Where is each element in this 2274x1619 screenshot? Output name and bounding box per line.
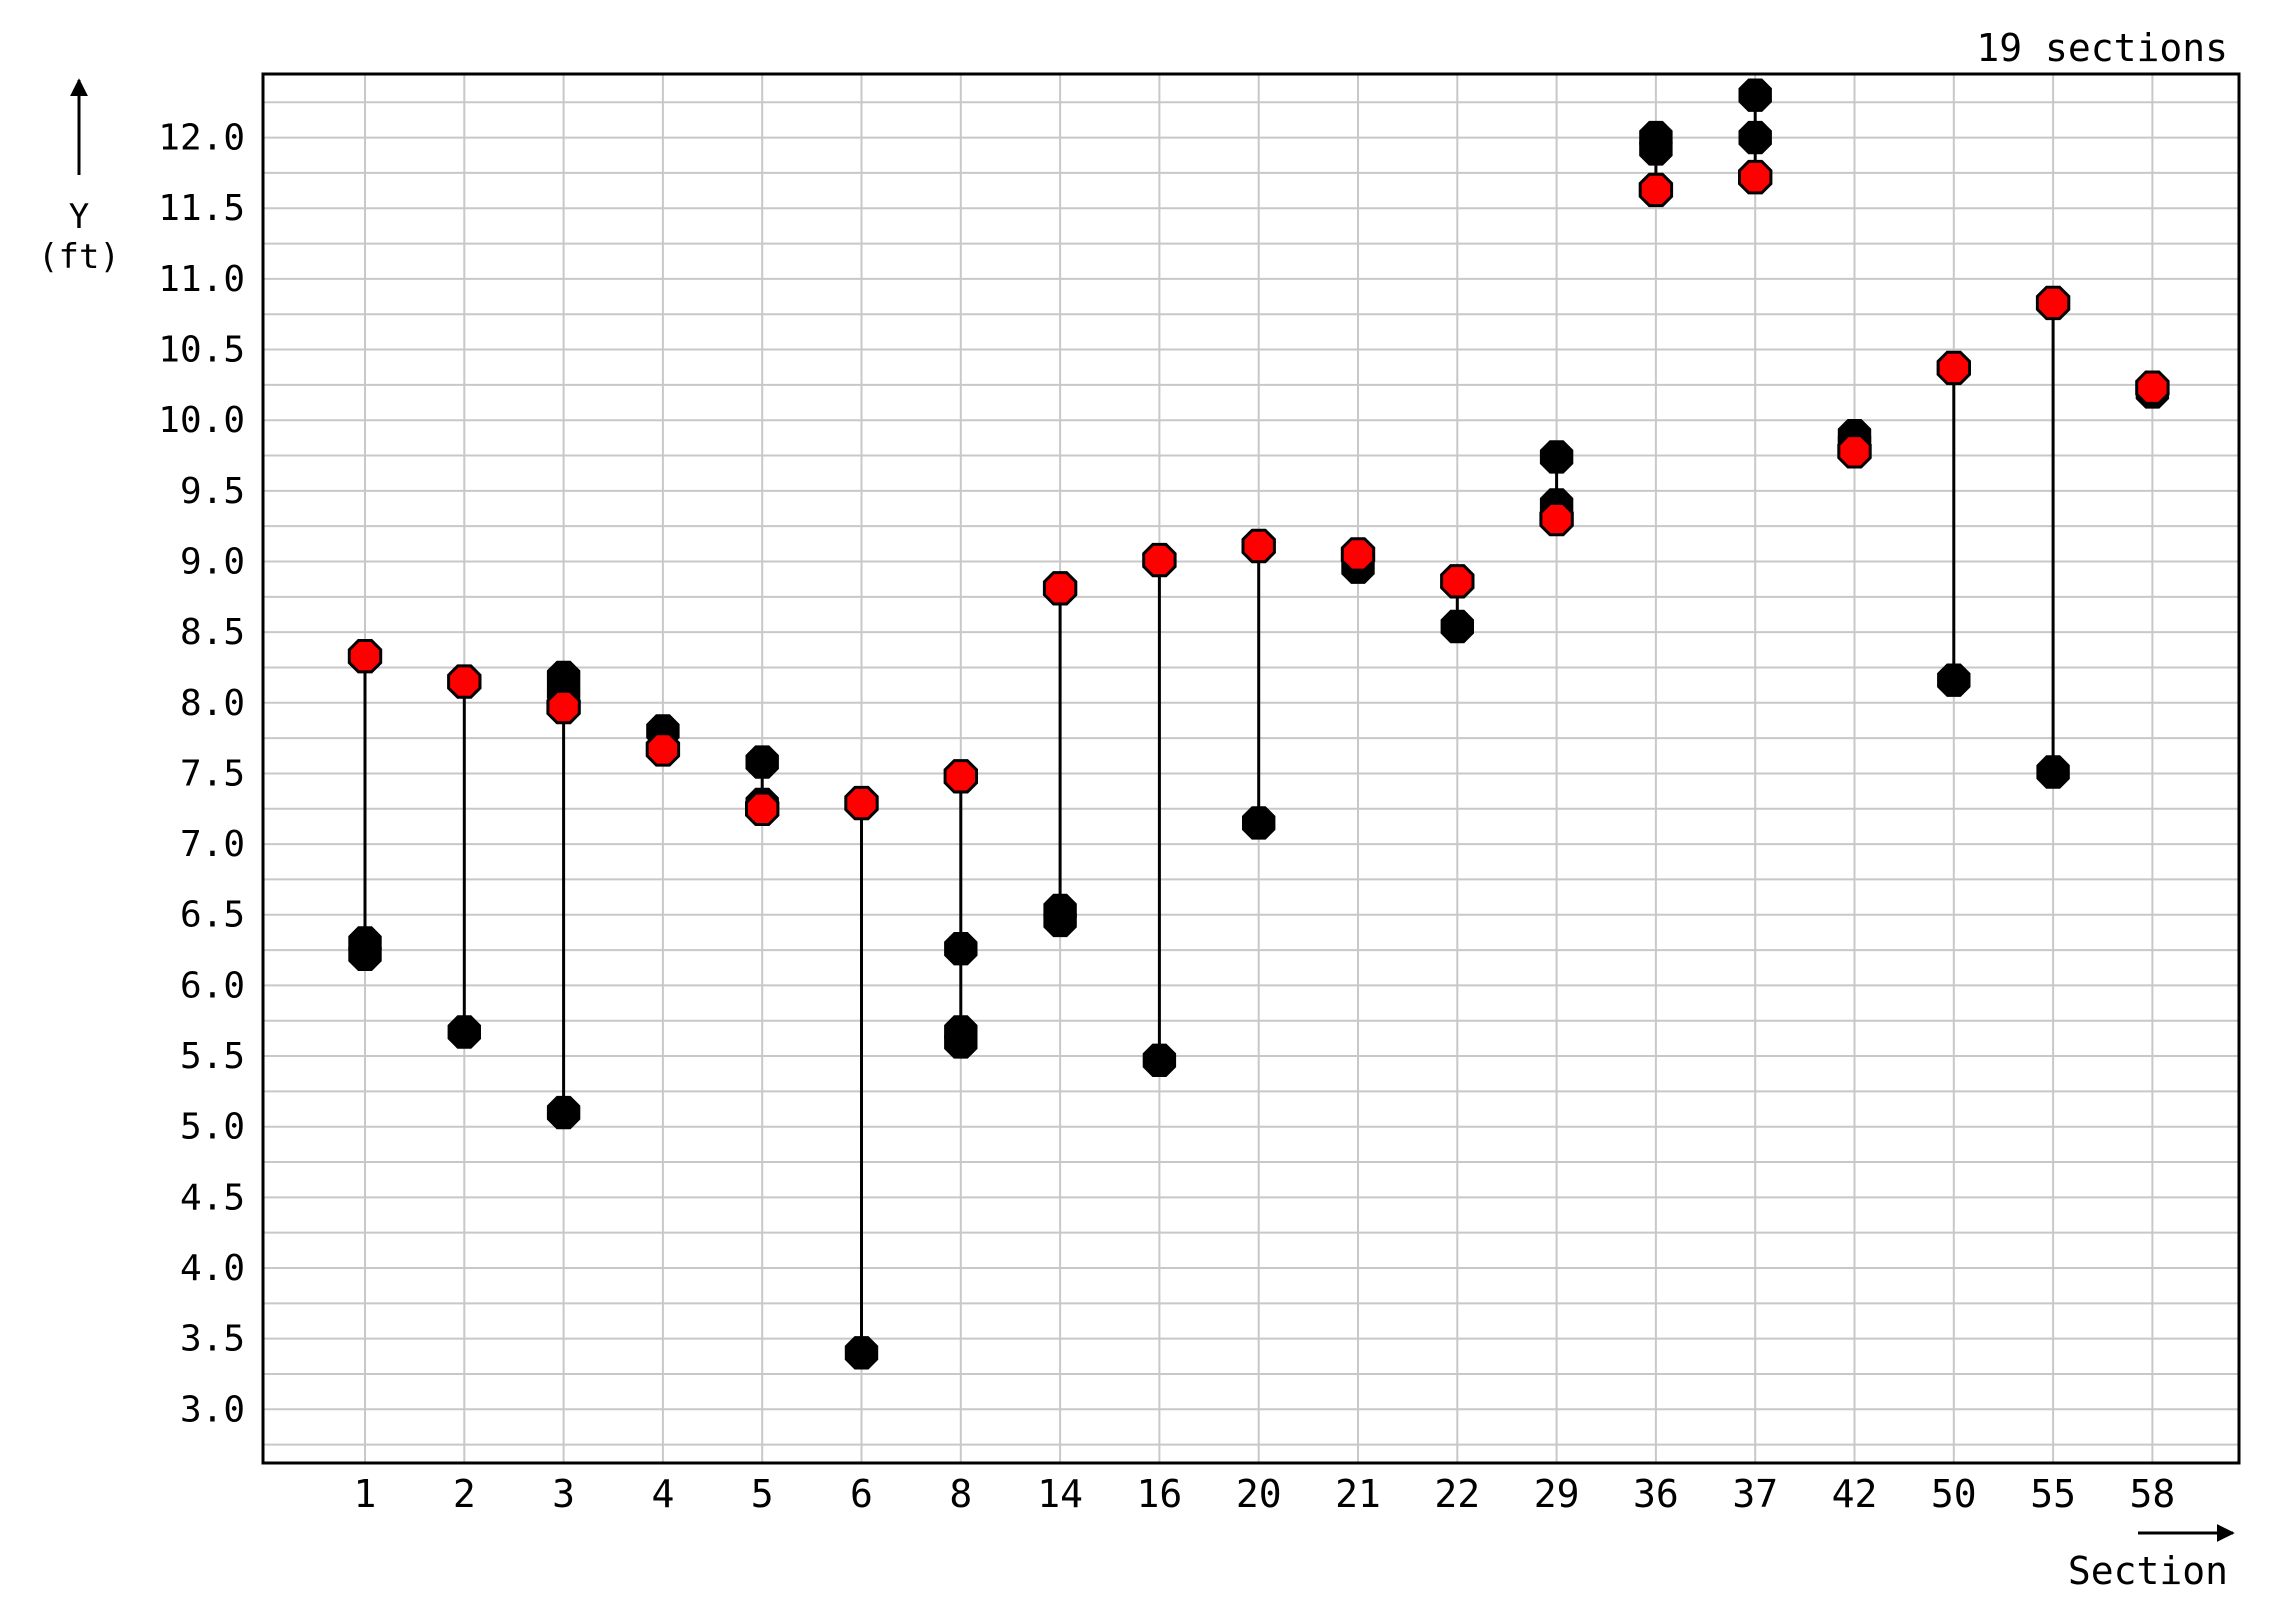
y-tick-label: 5.0	[180, 1107, 245, 1148]
grid	[263, 74, 2239, 1463]
y-axis-label-line1: Y	[69, 197, 89, 237]
y-tick-label: 3.0	[180, 1389, 245, 1430]
y-tick-label: 6.5	[180, 895, 245, 936]
y-tick-label: 8.0	[180, 683, 245, 724]
black-point	[745, 745, 779, 779]
data-points	[347, 78, 2170, 1370]
x-tick-labels: 1 2 3 4 5 6 8 14 16 20 21 22 29 36 37 42 50 55 58	[354, 1472, 2176, 1516]
x-tick-label: 6	[850, 1472, 873, 1516]
red-point	[1837, 434, 1872, 469]
black-point	[1142, 1043, 1177, 1077]
x-tick-label: 1	[354, 1472, 377, 1516]
black-point	[844, 1336, 879, 1370]
red-point	[1340, 537, 1376, 572]
x-tick-label: 3	[552, 1472, 575, 1516]
red-point	[1042, 571, 1078, 606]
y-tick-label: 4.0	[180, 1248, 245, 1289]
x-tick-label: 50	[1931, 1472, 1977, 1516]
black-point	[1043, 903, 1077, 938]
x-tick-label: 58	[2130, 1472, 2176, 1516]
red-point	[943, 759, 978, 794]
black-point	[348, 937, 382, 971]
red-point	[1142, 542, 1177, 578]
black-point	[1639, 132, 1673, 166]
black-point	[944, 932, 978, 966]
red-point	[1738, 159, 1773, 195]
y-tick-label: 8.5	[180, 612, 245, 653]
x-tick-label: 36	[1633, 1472, 1679, 1516]
red-point	[347, 639, 383, 674]
y-tick-label: 7.5	[180, 753, 245, 794]
red-point	[645, 732, 681, 767]
y-tick-label: 10.0	[158, 400, 245, 441]
black-point	[447, 1015, 481, 1049]
x-tick-label: 14	[1037, 1472, 1083, 1516]
y-axis-label-line2: (ft)	[38, 237, 120, 277]
x-tick-label: 22	[1434, 1472, 1480, 1516]
y-tick-label: 6.0	[180, 965, 245, 1006]
x-tick-label: 37	[1732, 1472, 1778, 1516]
y-tick-label: 7.0	[180, 824, 245, 865]
x-axis-label: Section	[2068, 1549, 2228, 1593]
y-tick-label: 11.0	[158, 259, 245, 300]
red-point	[1936, 350, 1971, 386]
black-point	[1738, 78, 1772, 112]
x-tick-label: 2	[453, 1472, 476, 1516]
plot-frame	[261, 72, 2241, 1465]
x-tick-label: 42	[1832, 1472, 1878, 1516]
y-tick-label: 3.5	[180, 1319, 245, 1360]
y-tick-label: 5.5	[180, 1036, 245, 1077]
x-tick-label: 8	[949, 1472, 972, 1516]
x-tick-label: 16	[1137, 1472, 1183, 1516]
x-tick-label: 4	[651, 1472, 674, 1516]
x-tick-label: 21	[1335, 1472, 1381, 1516]
y-tick-label: 9.0	[180, 541, 245, 582]
y-tick-labels: 3.0 3.5 4.0 4.5 5.0 5.5 6.0 6.5 7.0 7.5 8.0 8.5 9.0 9…	[158, 118, 245, 1431]
y-tick-label: 4.5	[180, 1177, 245, 1218]
y-tick-label: 10.5	[158, 330, 245, 371]
red-point	[447, 664, 482, 699]
section-count-label: 19 sections	[1976, 26, 2228, 70]
red-point	[546, 689, 581, 725]
red-point	[2135, 370, 2170, 405]
red-point	[1539, 501, 1574, 537]
red-point	[2035, 285, 2071, 321]
x-tick-label: 29	[1534, 1472, 1580, 1516]
y-tick-label: 9.5	[180, 471, 245, 512]
red-point	[1241, 528, 1276, 564]
x-tick-label: 5	[751, 1472, 774, 1516]
black-point	[1738, 120, 1772, 155]
red-point	[1638, 172, 1674, 208]
red-point	[745, 791, 780, 826]
black-point	[1440, 609, 1474, 644]
black-point	[1937, 663, 1971, 697]
black-point	[1242, 806, 1276, 840]
black-point	[1539, 440, 1574, 474]
x-tick-label: 20	[1236, 1472, 1282, 1516]
y-tick-label: 11.5	[158, 188, 245, 229]
black-point	[2036, 755, 2070, 789]
x-tick-label: 55	[2030, 1472, 2076, 1516]
black-point	[944, 1025, 978, 1059]
red-point	[844, 785, 879, 821]
y-tick-label: 12.0	[158, 118, 245, 159]
black-point	[546, 1095, 581, 1130]
red-point	[1440, 564, 1475, 599]
